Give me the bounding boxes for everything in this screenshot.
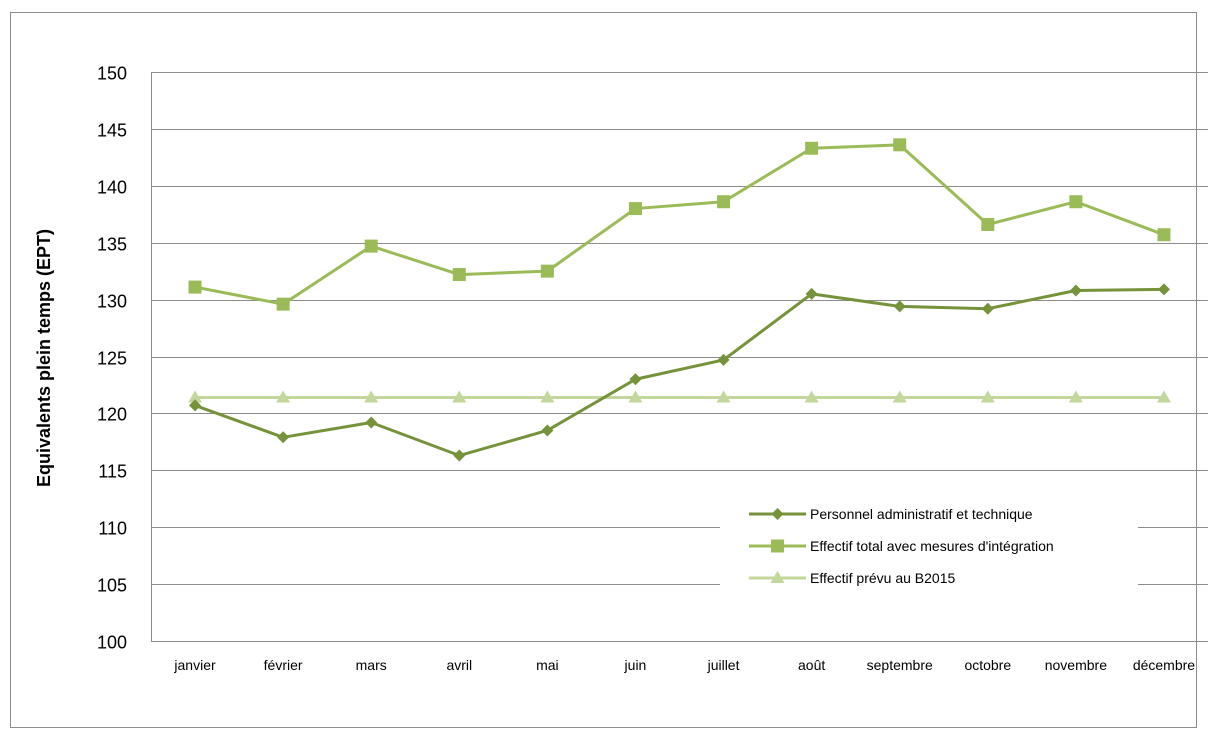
x-tick-label: juillet <box>707 657 740 673</box>
data-point <box>541 424 554 437</box>
y-tick-label: 125 <box>97 349 127 369</box>
data-point <box>188 390 203 403</box>
x-tick-label: janvier <box>173 657 216 673</box>
legend-label: Personnel administratif et technique <box>810 506 1033 522</box>
data-point <box>805 287 818 300</box>
y-tick-label: 120 <box>97 405 127 425</box>
data-point <box>629 373 642 386</box>
data-point <box>1069 195 1083 209</box>
data-point <box>276 390 291 403</box>
x-tick-label: février <box>264 657 303 673</box>
x-tick-label: avril <box>446 657 472 673</box>
x-tick-label: mai <box>536 657 559 673</box>
legend-item: Effectif prévu au B2015 <box>749 570 955 586</box>
data-point <box>717 353 730 366</box>
data-point <box>804 390 819 403</box>
y-tick-label: 110 <box>98 519 127 539</box>
x-tick-label: août <box>798 657 825 673</box>
data-point <box>981 302 994 315</box>
data-point <box>452 390 467 403</box>
data-point <box>805 141 819 155</box>
data-point <box>189 399 202 412</box>
data-point <box>276 297 290 311</box>
series-line <box>194 143 1165 306</box>
data-point <box>1157 283 1170 296</box>
data-point <box>628 202 642 216</box>
y-tick-label: 115 <box>98 462 127 482</box>
data-point <box>364 390 379 403</box>
x-tick-label: décembre <box>1133 657 1195 673</box>
y-tick-label: 140 <box>97 178 127 198</box>
data-point <box>980 390 995 403</box>
legend-marker <box>771 508 784 520</box>
x-tick-label: mars <box>356 657 387 673</box>
y-tick-label: 135 <box>97 235 127 255</box>
y-axis-label: Equivalents plein temps (EPT) <box>34 229 54 487</box>
legend-marker <box>771 539 784 553</box>
series-2 <box>188 138 1171 311</box>
data-point <box>1157 228 1171 242</box>
series-3 <box>188 390 1171 403</box>
legend-marker <box>770 571 785 583</box>
series-1 <box>189 283 1170 462</box>
y-tick-label: 105 <box>97 576 127 596</box>
series-group <box>188 138 1171 462</box>
x-tick-label: juin <box>624 657 647 673</box>
y-tick-label: 100 <box>97 633 127 653</box>
x-tick-label: octobre <box>964 657 1011 673</box>
data-point <box>364 239 378 253</box>
data-point <box>540 390 555 403</box>
data-point <box>892 390 907 403</box>
data-point <box>893 138 907 152</box>
axes: 100 105 110 115 120 125 130 135 140 145 150 janvier… <box>97 64 1195 674</box>
data-point <box>452 268 466 282</box>
legend: Personnel administratif et technique Effe… <box>720 497 1138 617</box>
data-point <box>1068 390 1083 403</box>
series-line <box>194 287 1164 458</box>
legend-label: Effectif total avec mesures d'intégratio… <box>810 538 1054 554</box>
data-point <box>717 195 731 209</box>
data-point <box>1069 284 1082 297</box>
data-point <box>277 431 290 444</box>
data-point <box>1156 390 1171 403</box>
legend-item: Effectif total avec mesures d'intégratio… <box>749 538 1054 554</box>
y-tick-label: 130 <box>97 292 127 312</box>
legend-item: Personnel administratif et technique <box>749 506 1033 522</box>
y-tick-label: 145 <box>97 121 127 141</box>
data-point <box>453 449 466 462</box>
data-point <box>716 390 731 403</box>
x-tick-label: novembre <box>1045 657 1107 673</box>
data-point <box>365 416 378 429</box>
data-point <box>893 300 906 313</box>
data-point <box>628 390 643 403</box>
y-tick-label: 150 <box>97 64 127 84</box>
data-point <box>981 217 995 231</box>
legend-label: Effectif prévu au B2015 <box>810 570 955 586</box>
data-point <box>188 280 202 294</box>
chart-border <box>10 12 1197 728</box>
data-point <box>540 264 554 278</box>
x-tick-label: septembre <box>867 657 933 673</box>
legend-background <box>720 497 1138 617</box>
gridlines <box>151 72 1208 642</box>
